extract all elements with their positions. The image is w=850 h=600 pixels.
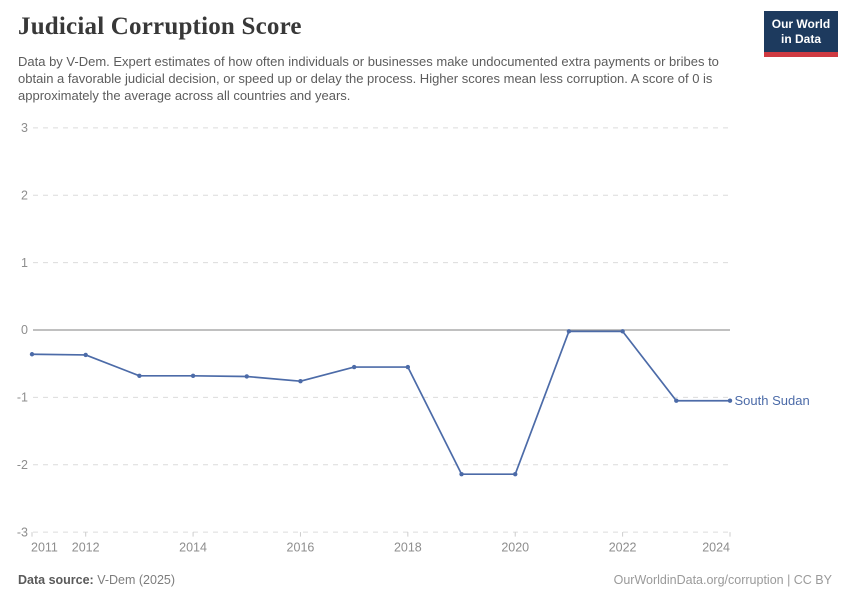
data-point[interactable] [513,471,518,477]
x-tick-label: 2012 [72,541,100,555]
data-point[interactable] [566,329,572,334]
x-tick-label: 2022 [609,541,637,555]
data-point[interactable] [459,471,464,477]
data-point[interactable] [29,352,35,357]
data-point[interactable] [674,398,679,403]
data-point[interactable] [351,364,357,370]
y-tick-label: -3 [17,525,28,539]
data-source[interactable]: Data source: V-Dem (2025) [18,573,175,587]
data-point[interactable] [137,373,142,379]
x-tick-label: 2014 [179,541,207,555]
data-source-label: Data source: [18,573,94,587]
data-point[interactable] [727,398,733,403]
data-point[interactable] [620,329,625,334]
owid-logo[interactable]: Our World in Data [764,11,838,57]
x-tick-label: 2016 [287,541,315,555]
x-tick-label: 2020 [501,541,529,555]
page-title: Judicial Corruption Score [18,13,302,40]
credit-link[interactable]: OurWorldinData.org/corruption | CC BY [613,573,832,587]
data-point[interactable] [298,378,303,384]
x-tick-label: 2011 [31,541,58,555]
y-tick-label: 0 [21,323,28,337]
data-point[interactable] [190,373,196,379]
data-point[interactable] [83,352,88,358]
data-line[interactable] [31,330,731,476]
y-tick-label: -2 [17,458,28,472]
data-point[interactable] [244,374,249,379]
y-tick-label: 1 [21,256,28,270]
y-tick-label: -1 [17,391,28,405]
y-tick-label: 3 [21,121,28,135]
data-source-value: V-Dem (2025) [93,573,176,587]
chart-subtitle: Data by V-Dem. Expert estimates of how o… [18,54,719,103]
chart-footer: Data source: V-Dem (2025) OurWorldinData… [18,573,832,587]
x-tick-label: 2018 [394,541,422,555]
y-tick-label: 2 [21,188,28,202]
series-label[interactable]: South Sudan [735,393,810,408]
logo-text-line1: Our World [771,17,831,31]
data-point[interactable] [405,364,411,370]
logo-text-line2: in Data [780,32,821,46]
x-tick-label: 2024 [702,541,730,555]
